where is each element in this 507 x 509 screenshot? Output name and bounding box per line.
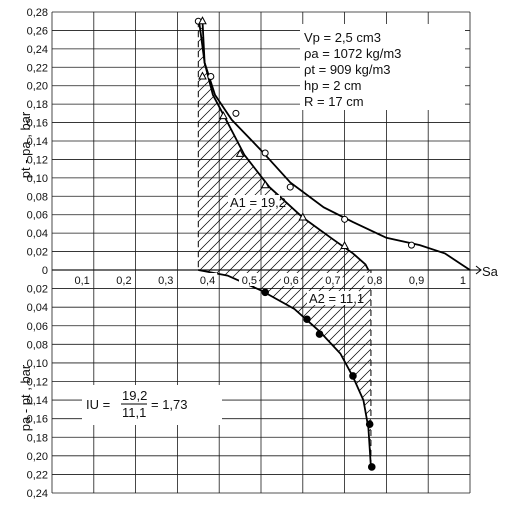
- legend-item: ρt = 909 kg/m3: [304, 62, 391, 77]
- x-tick-label-bg: [155, 273, 176, 286]
- data-point-triangle: [235, 148, 245, 157]
- area-a1-label: A1 = 19,2: [230, 195, 286, 210]
- data-point-circle: [232, 109, 240, 117]
- data-point-circle: [407, 241, 415, 249]
- area-a2: [198, 270, 371, 467]
- data-point-filled: [303, 315, 311, 324]
- svg-text:IU =: IU =: [86, 397, 110, 412]
- x-tick-label-bg: [364, 273, 385, 286]
- legend-item: R = 17 cm: [304, 94, 364, 109]
- data-point-triangle: [298, 212, 308, 221]
- x-tick-label-bg: [406, 273, 427, 286]
- y-tick-label: 0,14: [27, 136, 48, 148]
- y-tick-label: 0,12: [27, 377, 48, 389]
- x-tick-label-bg: [71, 273, 92, 286]
- x-axis-label: Sa: [482, 264, 499, 279]
- y-tick-label: 0,20: [27, 451, 48, 463]
- y-tick-label: 0,04: [27, 228, 48, 240]
- y-tick-label: 0,28: [27, 7, 48, 19]
- x-tick-label-bg: [197, 273, 218, 286]
- y-tick-label: 0,16: [27, 118, 48, 130]
- y-tick-label: 0,12: [27, 154, 48, 166]
- data-point-filled: [365, 420, 374, 429]
- x-tick-label-bg: [448, 273, 468, 286]
- y-tick-label: 0,10: [27, 173, 48, 185]
- x-tick-label-bg: [239, 273, 259, 286]
- data-point-filled: [367, 463, 376, 471]
- data-point-circle: [286, 183, 294, 191]
- legend: Vp = 2,5 cm3 ρa = 1072 kg/m3 ρt = 909 kg…: [300, 24, 465, 110]
- y-tick-label: 0,06: [27, 210, 48, 222]
- series-line-circle: [198, 21, 471, 271]
- tick-labels: 0,280,260,240,220,200,180,160,140,120,10…: [27, 7, 468, 500]
- iu-formula: IU = 19,2 11,1 = 1,73: [82, 385, 222, 425]
- legend-item: hp = 2 cm: [304, 78, 361, 93]
- svg-text:19,2: 19,2: [122, 388, 147, 403]
- y-tick-label: 0,18: [27, 432, 48, 444]
- legend-item: Vp = 2,5 cm3: [304, 30, 381, 45]
- y-tick-label: 0,20: [27, 81, 48, 93]
- y-tick-label: 0,18: [27, 99, 48, 111]
- y-axis-label-bottom: pa - pt , bar: [18, 364, 33, 431]
- data-point-triangle: [340, 240, 349, 250]
- y-tick-label: 0,10: [27, 358, 48, 370]
- x-tick-label-bg: [113, 273, 134, 286]
- data-point-triangle: [198, 71, 207, 80]
- x-tick-label: 0,3: [158, 275, 173, 287]
- x-tick-label-bg: [322, 273, 343, 286]
- y-tick-label: 0,24: [27, 44, 48, 56]
- area-a2-label: A2 = 11,1: [309, 291, 364, 306]
- y-tick-label: 0,02: [27, 284, 48, 296]
- svg-text:pa - pt , bar: pa - pt , bar: [18, 364, 33, 431]
- x-tick-label: 0,2: [116, 275, 131, 287]
- x-tick-label: 0,5: [242, 275, 257, 287]
- x-tick-label: 0,6: [284, 275, 299, 287]
- y-tick-label: 0,08: [27, 339, 48, 351]
- y-tick-label: 0,04: [27, 302, 48, 314]
- svg-text:pt - pa , bar: pt - pa , bar: [18, 111, 33, 178]
- data-point-filled: [261, 288, 269, 297]
- y-tick-label: 0,14: [27, 395, 48, 407]
- series-line-triangle: [201, 21, 370, 271]
- data-point-triangle: [198, 16, 207, 25]
- x-axis-arrow-icon: [470, 265, 482, 275]
- y-tick-label: 0,16: [27, 414, 48, 426]
- y-tick-label: 0,22: [27, 62, 48, 74]
- y-tick-label: 0,26: [27, 25, 48, 37]
- y-tick-label: 0,06: [27, 321, 48, 333]
- y-tick-label: 0: [42, 265, 48, 277]
- svg-text:11,1: 11,1: [122, 405, 146, 420]
- data-point-circle: [261, 149, 269, 157]
- legend-item: ρa = 1072 kg/m3: [304, 46, 401, 61]
- data-point-filled: [349, 372, 357, 380]
- x-tick-label: 0,4: [200, 275, 215, 287]
- x-tick-label: 0,7: [325, 275, 340, 287]
- data-point-triangle: [219, 111, 228, 120]
- y-tick-label: 0,02: [27, 247, 48, 259]
- x-tick-label: 0,8: [367, 275, 382, 287]
- data-point-filled: [315, 330, 324, 338]
- x-tick-label-bg: [280, 273, 301, 286]
- data-point-circle: [341, 215, 349, 223]
- y-tick-label: 0,22: [27, 469, 48, 481]
- markers: [194, 16, 415, 471]
- data-point-circle: [207, 73, 215, 80]
- svg-text:= 1,73: = 1,73: [151, 397, 188, 412]
- y-tick-label: 0,24: [27, 488, 48, 500]
- data-point-triangle: [260, 180, 270, 189]
- y-axis-label-top: pt - pa , bar: [18, 111, 33, 178]
- x-tick-label: 0,1: [75, 275, 90, 287]
- y-tick-label: 0,08: [27, 191, 48, 203]
- x-tick-label: 1: [460, 275, 466, 287]
- x-tick-label: 0,9: [409, 275, 424, 287]
